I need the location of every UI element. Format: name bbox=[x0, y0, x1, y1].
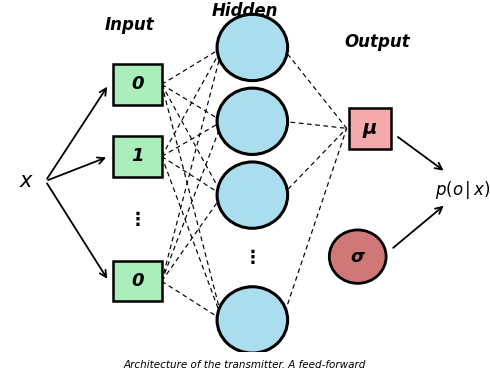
FancyBboxPatch shape bbox=[113, 64, 162, 105]
Ellipse shape bbox=[217, 162, 288, 228]
Text: 1: 1 bbox=[131, 147, 144, 165]
Text: μ: μ bbox=[363, 119, 377, 138]
Text: 0: 0 bbox=[131, 76, 144, 94]
Text: Output: Output bbox=[344, 33, 410, 51]
Text: σ: σ bbox=[351, 248, 365, 266]
Text: Hidden: Hidden bbox=[212, 2, 278, 20]
Text: Input: Input bbox=[105, 16, 155, 34]
Text: ⋮: ⋮ bbox=[244, 249, 261, 267]
Text: ⋮: ⋮ bbox=[128, 211, 146, 229]
Ellipse shape bbox=[329, 230, 386, 283]
Text: $p(o\,|\,x)$: $p(o\,|\,x)$ bbox=[436, 179, 490, 201]
Ellipse shape bbox=[217, 14, 288, 81]
FancyBboxPatch shape bbox=[349, 108, 391, 148]
FancyBboxPatch shape bbox=[113, 136, 162, 177]
Text: $x$: $x$ bbox=[20, 171, 34, 191]
Text: 0: 0 bbox=[131, 272, 144, 290]
Ellipse shape bbox=[217, 287, 288, 353]
FancyBboxPatch shape bbox=[113, 261, 162, 301]
Ellipse shape bbox=[217, 88, 288, 154]
Text: Architecture of the transmitter. A feed-forward: Architecture of the transmitter. A feed-… bbox=[124, 360, 366, 370]
